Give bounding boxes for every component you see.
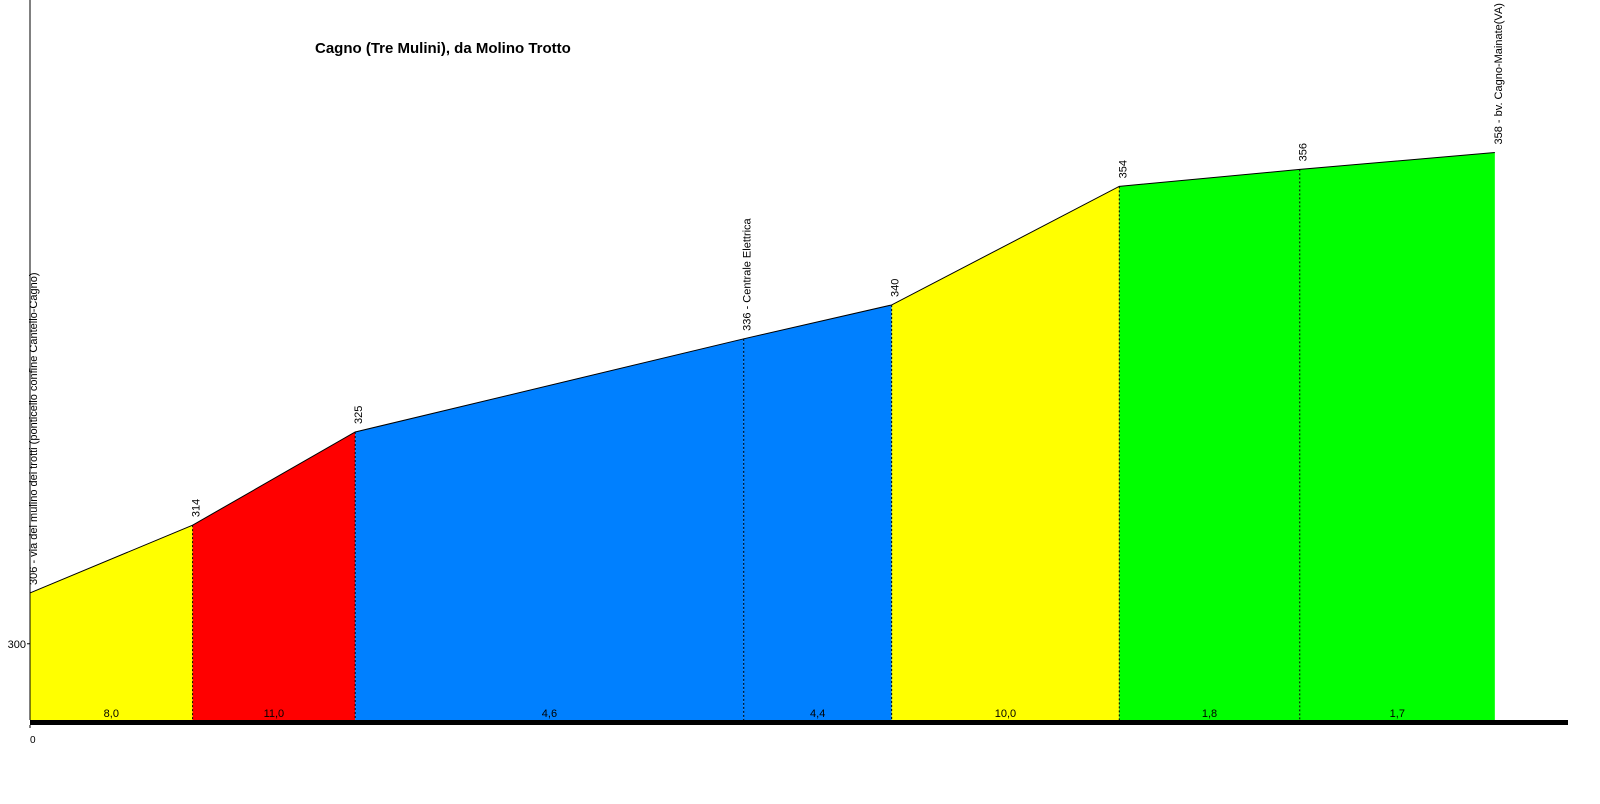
segment-gradient-label: 4,6 <box>542 708 557 720</box>
segment-area <box>192 432 356 720</box>
segment-gradient-label: 10,0 <box>995 708 1016 720</box>
segment-gradient-label: 4,4 <box>810 708 825 720</box>
segment-area <box>1119 169 1300 721</box>
point-label: 325 <box>353 406 365 424</box>
segment-area <box>1299 152 1495 720</box>
point-label: 354 <box>1117 160 1129 178</box>
x-tick-label: 0 <box>30 735 36 746</box>
point-label: 314 <box>191 499 203 517</box>
chart-title: Cagno (Tre Mulini), da Molino Trotto <box>315 40 571 57</box>
profile-line <box>29 151 1495 594</box>
segment-gradient-label: 1,7 <box>1390 708 1405 720</box>
point-label: 336 - Centrale Elettrica <box>742 217 754 330</box>
segment-area <box>743 304 892 720</box>
segment-area <box>30 525 193 720</box>
x-axis <box>30 720 1568 725</box>
point-label: 306 - via del mulino dei trotti (pontice… <box>28 272 40 584</box>
segment-gradient-label: 8,0 <box>104 708 119 720</box>
segment-area <box>891 186 1120 721</box>
y-tick-label: 300 <box>8 639 26 651</box>
segment-area <box>355 338 744 720</box>
segment-gradient-label: 11,0 <box>264 708 285 720</box>
segment-gradient-label: 1,8 <box>1202 708 1217 720</box>
point-label: 356 <box>1298 143 1310 161</box>
point-label: 340 <box>890 279 902 297</box>
point-label: 358 - bv. Cagno-Mainate(VA) <box>1493 3 1505 144</box>
